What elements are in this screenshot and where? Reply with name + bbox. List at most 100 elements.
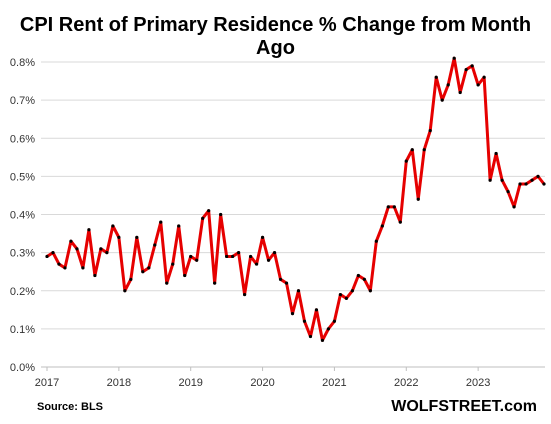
data-point	[368, 289, 372, 293]
y-tick-label: 0.8%	[10, 57, 35, 69]
data-point	[362, 277, 366, 281]
y-tick-label: 0.3%	[10, 248, 35, 260]
data-point	[476, 83, 480, 87]
data-point	[404, 159, 408, 163]
data-point	[326, 327, 331, 331]
data-point	[177, 224, 181, 228]
data-point	[512, 205, 516, 209]
chart-title: CPI Rent of Primary Residence % Change f…	[19, 14, 532, 59]
data-point	[243, 292, 247, 297]
data-point	[171, 262, 175, 266]
data-point	[308, 334, 313, 339]
grid-lines	[41, 61, 545, 330]
data-point	[440, 98, 444, 102]
x-tick-label: 2020	[250, 377, 274, 389]
y-tick-label: 0.6%	[10, 133, 35, 145]
data-point	[153, 243, 157, 247]
data-point	[494, 151, 498, 156]
data-point	[117, 235, 121, 239]
x-axis-ticks: 2017 2018 2019 2020 2021 2022 2023	[35, 367, 490, 389]
data-point	[147, 266, 151, 270]
x-tick-label: 2022	[394, 377, 418, 389]
data-point	[434, 75, 438, 79]
y-tick-label: 0.7%	[10, 95, 35, 107]
data-point	[111, 224, 115, 228]
data-point	[536, 174, 540, 178]
data-point	[458, 90, 462, 95]
data-point	[201, 216, 205, 220]
data-point	[135, 235, 139, 239]
data-point	[332, 319, 337, 323]
data-point	[189, 254, 193, 259]
series-markers	[45, 56, 546, 342]
data-point	[51, 251, 55, 255]
data-point	[123, 289, 127, 293]
data-point	[344, 296, 348, 300]
data-point	[63, 266, 67, 270]
data-point	[542, 182, 546, 186]
data-point	[165, 281, 169, 285]
data-point	[75, 247, 79, 251]
data-point	[506, 190, 510, 194]
data-point	[105, 251, 109, 255]
data-point	[428, 129, 432, 133]
data-point	[141, 270, 145, 274]
y-tick-label: 0.0%	[10, 362, 35, 374]
y-tick-label: 0.5%	[10, 171, 35, 183]
data-point	[470, 64, 474, 68]
data-point	[464, 68, 468, 72]
data-point	[302, 319, 307, 323]
data-point	[500, 178, 504, 182]
data-point	[314, 308, 319, 312]
data-point	[81, 266, 85, 270]
data-point	[45, 254, 49, 259]
x-tick-label: 2019	[178, 377, 202, 389]
data-point	[129, 277, 133, 281]
data-point	[296, 289, 301, 293]
y-tick-label: 0.1%	[10, 324, 35, 336]
y-tick-label: 0.4%	[10, 210, 35, 222]
data-point	[410, 148, 414, 152]
x-tick-label: 2023	[466, 377, 490, 389]
data-point	[69, 239, 73, 243]
data-point	[290, 312, 295, 316]
data-point	[87, 228, 91, 232]
data-point	[374, 239, 378, 243]
data-point	[237, 251, 241, 255]
data-point	[320, 338, 325, 342]
data-point	[272, 251, 277, 255]
data-point	[446, 83, 450, 87]
data-point	[57, 262, 61, 266]
data-point	[530, 178, 534, 182]
data-point	[254, 262, 259, 266]
data-point	[284, 281, 289, 285]
data-point	[219, 212, 223, 217]
data-point	[183, 273, 187, 278]
data-point	[93, 273, 97, 278]
data-point	[99, 247, 103, 251]
y-tick-label: 0.2%	[10, 286, 35, 298]
brand-label: WOLFSTREET.com	[391, 398, 537, 415]
data-point	[386, 205, 390, 209]
data-point	[231, 254, 235, 259]
data-point	[350, 289, 354, 293]
data-point	[213, 281, 217, 285]
data-point	[524, 182, 528, 186]
data-point	[260, 235, 265, 239]
y-axis-ticks: 0.0% 0.1% 0.2% 0.3% 0.4% 0.5% 0.6% 0.7% 0.8%	[10, 57, 35, 374]
data-point	[518, 182, 522, 186]
data-point	[392, 205, 396, 209]
source-label: Source: BLS	[37, 401, 104, 413]
x-tick-label: 2018	[107, 377, 131, 389]
data-point	[482, 75, 486, 79]
x-tick-label: 2021	[322, 377, 346, 389]
data-point	[488, 178, 492, 182]
x-tick-label: 2017	[35, 377, 59, 389]
data-point	[416, 197, 420, 201]
data-point	[225, 254, 229, 259]
data-point	[159, 220, 163, 224]
data-point	[278, 277, 283, 281]
data-point	[452, 56, 456, 60]
data-point	[338, 292, 343, 297]
